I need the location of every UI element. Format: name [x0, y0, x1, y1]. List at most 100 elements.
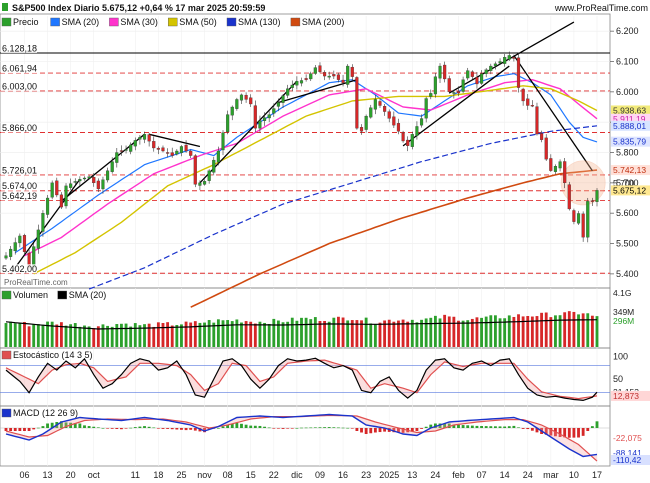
volume-bar: [9, 321, 13, 347]
candle-up: [258, 120, 262, 129]
level-label: 6.061,94: [2, 64, 37, 74]
macd-hist-bar: [447, 423, 451, 428]
macd-hist-bar: [290, 428, 294, 429]
trend-line: [402, 65, 510, 147]
volume-bar: [590, 315, 594, 347]
volume-bar: [323, 320, 327, 347]
macd-panel-frame: [0, 405, 611, 467]
x-tick-label: 17: [592, 470, 602, 480]
macd-hist-bar: [341, 427, 345, 429]
candle-down: [323, 72, 327, 77]
legend-entry: SMA (200): [302, 17, 345, 27]
macd-hist-bar: [526, 428, 530, 430]
volume-bar: [50, 321, 54, 347]
candle-down: [156, 147, 160, 150]
candle-up: [87, 176, 91, 179]
volume-bar: [397, 320, 400, 347]
candles-layer: [4, 51, 599, 270]
macd-hist-bar: [41, 426, 45, 428]
chart-title: S&P500 Index Diario 5.675,12 +0,64 % 17 …: [12, 3, 265, 13]
level-label: 6.128,18: [2, 43, 37, 53]
volume-bar: [184, 321, 188, 347]
candle-up: [78, 179, 82, 182]
volume-bar: [457, 320, 460, 347]
candle-up: [9, 248, 13, 257]
price-tag-label: 5.742,13: [613, 165, 646, 175]
volume-bar: [387, 319, 391, 347]
macd-hist-bar: [161, 428, 165, 429]
volume-bar: [18, 323, 22, 347]
legend-entry: SMA (50): [179, 17, 217, 27]
volume-bar: [401, 319, 405, 347]
volume-bar: [263, 322, 266, 347]
volume-bar: [69, 324, 73, 347]
macd-hist-bar: [23, 428, 26, 431]
price-tick-label: 6.200: [616, 26, 639, 36]
labels-layer: 5.4005.5005.6005.7005.8005.9006.0006.100…: [1, 17, 650, 480]
header: S&P500 Index Diario 5.675,12 +0,64 % 17 …: [2, 3, 648, 13]
volume-bar: [424, 318, 428, 347]
macd-hist-bar: [475, 425, 479, 428]
candle-up: [489, 65, 493, 71]
volume-bar: [346, 320, 350, 347]
volume-bar: [143, 324, 146, 347]
macd-hist-bar: [558, 428, 562, 437]
legend-swatch: [226, 17, 237, 27]
price-tick-label: 5.500: [616, 239, 639, 249]
macd-hist-bar: [124, 428, 128, 429]
macd-hist-bar: [184, 428, 188, 431]
legend-entry: Estocástico (14 3 5): [13, 350, 93, 360]
candle-up: [226, 114, 230, 133]
candle-down: [378, 101, 382, 106]
macd-hist-bar: [267, 427, 271, 429]
level-lines-layer: [0, 52, 610, 274]
trend-line: [448, 21, 575, 94]
trend-line: [513, 55, 593, 172]
volume-bar: [120, 323, 123, 347]
volume-bar: [249, 321, 253, 347]
macd-hist-bar: [152, 427, 156, 429]
volume-bar: [452, 316, 456, 347]
candle-down: [392, 116, 396, 126]
candle-down: [401, 132, 405, 142]
volume-bar: [369, 323, 373, 347]
candle-down: [249, 97, 253, 105]
candle-up: [179, 146, 184, 153]
price-tag-bg: [611, 113, 650, 124]
volume-bar: [78, 326, 82, 347]
candle-up: [36, 229, 40, 249]
candle-icon: [2, 3, 8, 11]
volume-bar: [577, 314, 580, 347]
volume-bar: [198, 322, 202, 347]
volume-bar: [443, 314, 447, 347]
volume-right-label: 296M: [613, 316, 634, 326]
volume-bar: [586, 313, 590, 347]
volume-bar: [415, 322, 419, 347]
macd-tag-bg: [611, 455, 650, 465]
candle-up: [461, 79, 465, 92]
volume-bar: [290, 317, 294, 347]
macd-hist-bar: [92, 426, 96, 428]
volume-bar: [364, 317, 368, 347]
level-label: 5.674,00: [2, 181, 37, 191]
legend-swatch: [167, 17, 178, 27]
macd-hist-bar: [461, 425, 465, 428]
price-tick-label: 5.600: [616, 208, 639, 218]
x-tick-label: 13: [43, 470, 53, 480]
volume-bar: [83, 325, 86, 347]
price-tag-label: 5.888,01: [613, 121, 646, 131]
price-tag-bg: [611, 185, 650, 196]
candle-up: [124, 149, 128, 151]
candle-up: [424, 98, 428, 119]
macd-hist-bar: [249, 425, 253, 428]
macd-hist-bar: [18, 428, 22, 431]
macd-hist-bar: [226, 425, 230, 428]
macd-hist-bar: [383, 428, 387, 432]
macd-hist-bar: [517, 427, 520, 428]
macd-hist-bar: [494, 426, 497, 428]
trend-line: [278, 79, 358, 104]
candle-up: [73, 181, 77, 183]
level-label: 5.642,19: [2, 191, 37, 201]
macd-hist-bar: [507, 426, 511, 428]
